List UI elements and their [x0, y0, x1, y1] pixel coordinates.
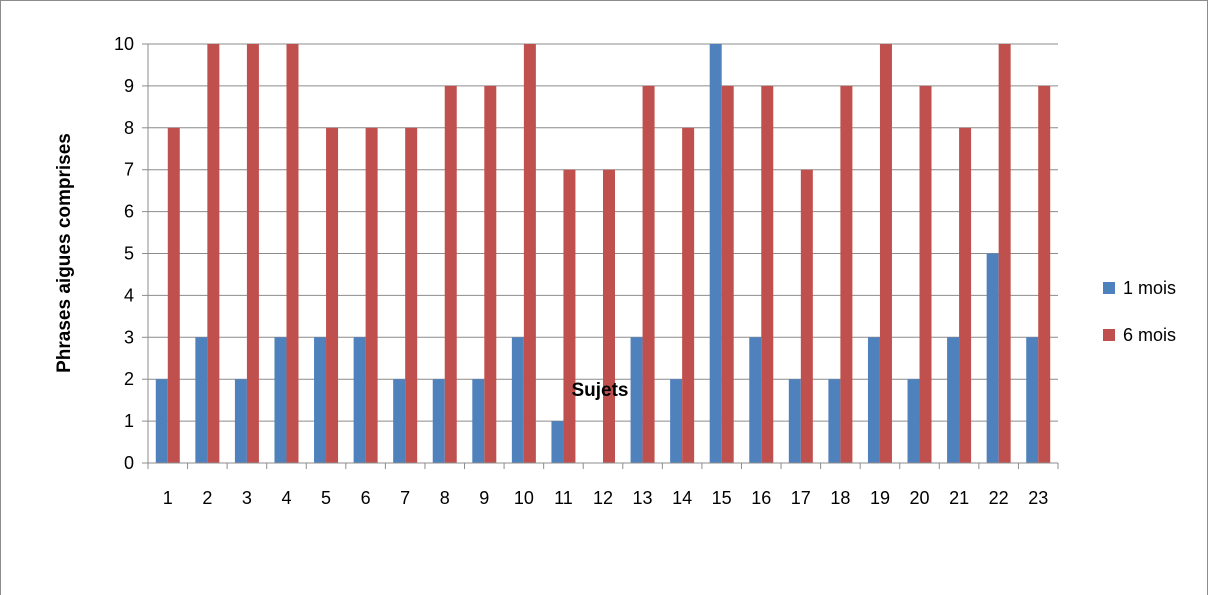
bar-series-2 [840, 85, 853, 464]
legend-swatch [1103, 282, 1115, 294]
bar-series-2 [603, 169, 615, 463]
bar-series-2 [444, 85, 457, 464]
bar-series-2 [1038, 85, 1051, 464]
axes [142, 43, 1059, 469]
x-tick-label: 15 [712, 488, 732, 508]
bar-series-1 [353, 337, 366, 463]
bar-series-1 [907, 379, 920, 463]
y-tick-label: 7 [124, 160, 134, 180]
x-tick-label: 2 [202, 488, 212, 508]
x-tick-label: 20 [910, 488, 930, 508]
x-tick-label: 1 [163, 488, 173, 508]
bar-series-1 [511, 337, 524, 463]
x-tick-label: 10 [514, 488, 534, 508]
x-tick-label: 4 [281, 488, 291, 508]
y-tick-label: 0 [124, 453, 134, 473]
x-tick-label: 11 [554, 488, 573, 508]
x-tick-label: 8 [440, 488, 450, 508]
y-tick-label: 6 [124, 202, 134, 222]
bar-series-1 [630, 337, 643, 463]
y-tick-label: 1 [124, 411, 134, 431]
bar-series-1 [314, 337, 327, 463]
x-tick-label: 16 [751, 488, 771, 508]
x-tick-label: 6 [361, 488, 371, 508]
bar-series-2 [405, 127, 418, 464]
bar-series-2 [919, 85, 932, 464]
bar-series-1 [195, 337, 208, 463]
bar-series-1 [155, 379, 168, 463]
bar-series-2 [642, 85, 655, 464]
bar-series-1 [828, 379, 841, 463]
bars [155, 44, 1051, 464]
legend-label: 1 mois [1123, 278, 1176, 298]
bar-series-1 [947, 337, 960, 463]
bar-series-2 [207, 44, 220, 463]
bar-series-2 [761, 85, 774, 464]
bar-series-2 [721, 85, 734, 464]
bar-series-1 [393, 379, 406, 463]
bar-series-2 [998, 44, 1011, 463]
bar-series-1 [274, 337, 287, 463]
x-tick-label: 12 [593, 488, 613, 508]
x-tick-label: 5 [321, 488, 331, 508]
y-tick-label: 9 [124, 76, 134, 96]
bar-series-1 [551, 421, 564, 463]
bar-series-1 [749, 337, 762, 463]
y-tick-label: 3 [124, 327, 134, 347]
y-tick-label: 4 [124, 285, 134, 305]
x-tick-label: 21 [949, 488, 969, 508]
legend-swatch [1103, 329, 1115, 341]
y-axis-title: Phrases aigues comprises [54, 133, 75, 373]
bar-series-2 [682, 127, 695, 464]
bar-series-2 [879, 44, 892, 463]
bar-series-2 [484, 85, 497, 464]
x-tick-label: 3 [242, 488, 252, 508]
bar-series-1 [234, 379, 247, 463]
bar-series-1 [788, 379, 801, 463]
x-tick-label: 18 [830, 488, 850, 508]
x-tick-label: 13 [633, 488, 653, 508]
y-tick-label: 5 [124, 244, 134, 264]
bar-series-2 [523, 44, 536, 463]
y-tick-label: 8 [124, 118, 134, 138]
y-tick-label: 2 [124, 369, 134, 389]
bar-series-2 [286, 44, 299, 463]
legend-label: 6 mois [1123, 325, 1176, 345]
bar-series-2 [365, 127, 378, 464]
bar-series-2 [326, 127, 339, 464]
x-tick-label: 19 [870, 488, 890, 508]
bar-series-1 [432, 379, 445, 463]
bar-series-1 [472, 379, 485, 463]
x-tick-label: 14 [672, 488, 692, 508]
x-tick-label: 22 [989, 488, 1009, 508]
bar-series-2 [246, 44, 259, 463]
x-tick-label: 9 [479, 488, 489, 508]
x-axis-title: Sujets [571, 380, 628, 401]
legend: 1 mois 6 mois [1103, 278, 1176, 345]
bar-series-2 [800, 169, 813, 463]
bar-series-1 [670, 379, 683, 463]
y-tick-labels: 0 1 2 3 4 5 6 7 8 9 10 [114, 34, 134, 473]
x-tick-label: 7 [400, 488, 410, 508]
bar-series-2 [563, 169, 576, 463]
y-tick-label: 10 [114, 34, 134, 54]
bar-series-1 [709, 44, 722, 463]
bar-series-1 [867, 337, 880, 463]
bar-series-1 [1026, 337, 1039, 463]
bar-series-2 [167, 127, 180, 464]
x-tick-labels: 1 2 3 4 5 6 7 8 9 10 11 12 13 14 15 16 17 18 19 20 21 22 23 [163, 488, 1048, 508]
bar-series-2 [959, 127, 972, 464]
x-tick-label: 23 [1028, 488, 1048, 508]
x-tick-label: 17 [791, 488, 811, 508]
bar-series-1 [986, 253, 999, 463]
